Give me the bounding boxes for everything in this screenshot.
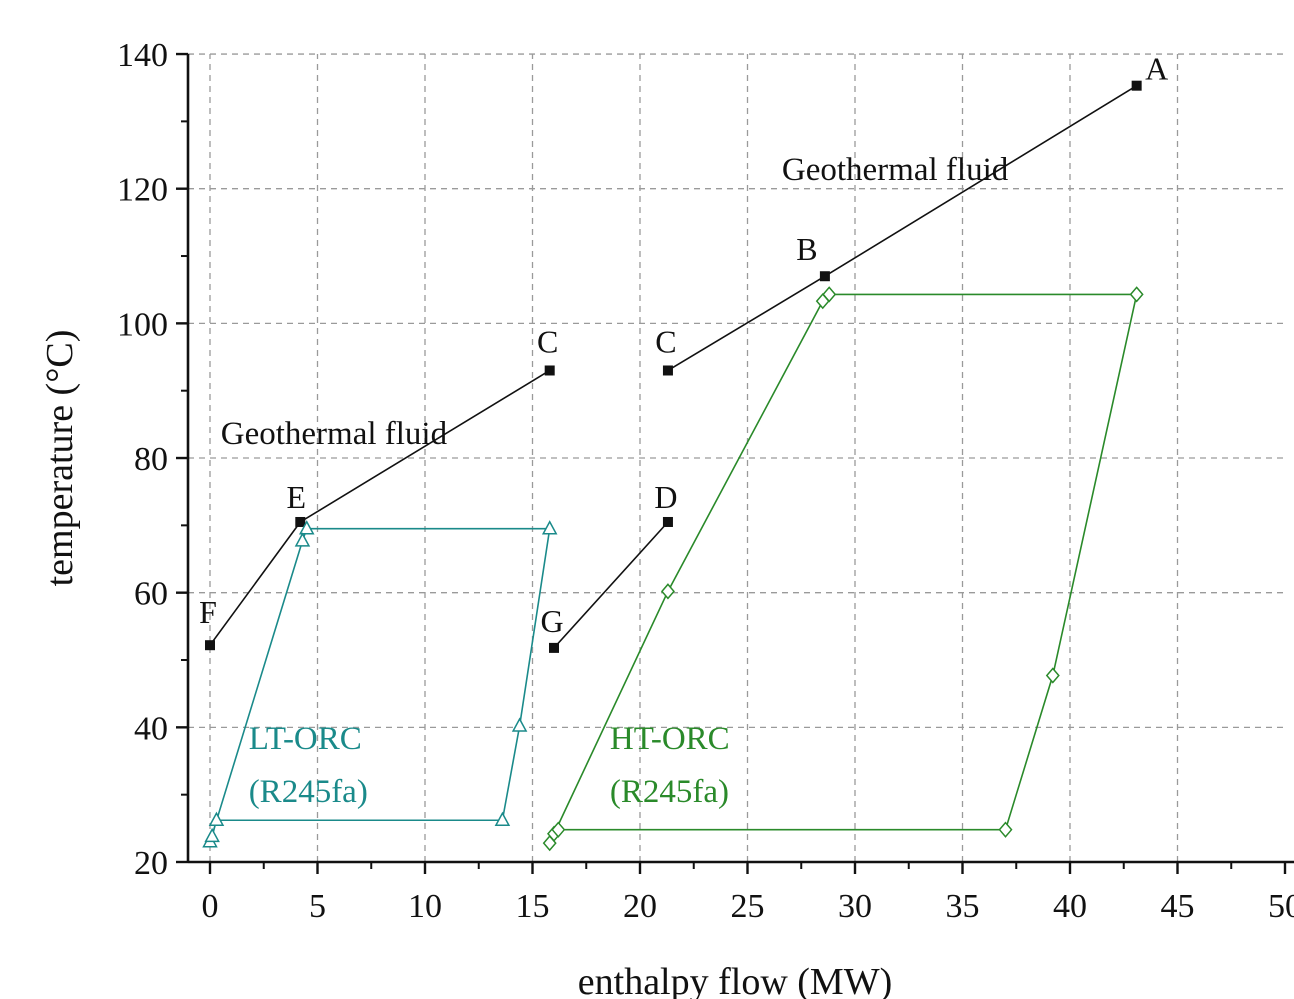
data-point	[204, 827, 220, 843]
x-tick-label: 10	[408, 888, 442, 925]
x-tick-label: 20	[623, 888, 657, 925]
y-tick-label: 60	[134, 576, 168, 613]
point-label: D	[654, 479, 677, 515]
data-point	[815, 292, 830, 310]
point-label: C	[655, 323, 676, 359]
point-label: A	[1145, 51, 1168, 87]
annotations: F E C C B A G D Geothermal fluid Geothermal fluid…	[199, 51, 1168, 810]
series	[202, 80, 1144, 852]
y-tick-label: 20	[134, 845, 168, 882]
x-tick-label: 30	[838, 888, 872, 925]
data-point	[494, 811, 511, 827]
point-label: E	[287, 479, 307, 515]
x-tick-label: 35	[946, 888, 980, 925]
point-label: C	[537, 323, 558, 359]
annotation-label: Geothermal fluid	[782, 152, 1009, 188]
x-axis-title: enthalpy flow (MW)	[578, 961, 892, 999]
x-tick-label: 45	[1161, 888, 1195, 925]
x-tick-label: 0	[202, 888, 219, 925]
series-line-geo_lt	[209, 369, 551, 646]
x-tick-label: 50	[1268, 888, 1294, 925]
annotation-label: HT-ORC	[610, 721, 730, 757]
data-point	[205, 640, 215, 651]
data-point	[662, 516, 673, 527]
data-point	[511, 717, 528, 732]
series-line-geo_ht_bottom	[553, 521, 669, 649]
x-tick-label: 40	[1053, 888, 1087, 925]
data-point	[998, 821, 1013, 838]
y-tick-label: 140	[117, 37, 168, 74]
data-point	[549, 642, 559, 653]
data-point	[544, 365, 555, 376]
data-point	[208, 811, 225, 827]
annotation-label: LT-ORC	[249, 721, 362, 757]
axes: 0 5 10 15 20 25 30 35 40 45 50 20 40 60 80 100 120 140	[117, 37, 1294, 925]
data-point	[295, 516, 306, 527]
x-tick-label: 5	[309, 888, 326, 925]
data-point	[1129, 286, 1144, 303]
y-tick-label: 40	[134, 710, 168, 747]
point-label: B	[796, 231, 817, 267]
data-point	[662, 365, 673, 376]
y-axis-title: temperature (°C)	[39, 330, 81, 587]
series-line-geo_ht_top	[667, 85, 1138, 372]
series-line-ht_orc	[548, 293, 1138, 844]
data-point	[298, 520, 315, 535]
data-point	[294, 532, 311, 547]
annotation-label: (R245fa)	[249, 774, 368, 810]
data-point	[660, 583, 675, 600]
y-tick-label: 100	[117, 306, 168, 343]
data-point	[1045, 667, 1060, 684]
data-point	[541, 520, 558, 535]
grid-lines	[188, 53, 1284, 862]
data-point	[551, 821, 566, 838]
annotation-label: Geothermal fluid	[221, 416, 448, 452]
y-tick-label: 80	[134, 441, 168, 478]
y-tick-label: 120	[117, 172, 168, 209]
x-tick-label: 15	[516, 888, 550, 925]
point-label: F	[199, 594, 217, 630]
point-label: G	[540, 603, 563, 639]
x-tick-label: 25	[731, 888, 765, 925]
data-point	[819, 271, 830, 282]
data-point	[1131, 80, 1142, 91]
annotation-label: (R245fa)	[610, 774, 729, 810]
